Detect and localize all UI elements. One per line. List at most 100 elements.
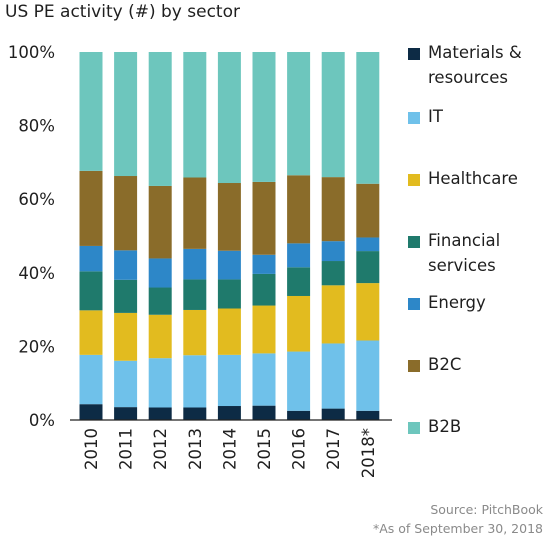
bar-segment xyxy=(148,52,172,186)
legend-swatch xyxy=(408,298,420,310)
bar-segment xyxy=(356,52,380,184)
x-tick-label: 2011 xyxy=(117,428,136,470)
bar-segment xyxy=(183,279,207,310)
bar-segment xyxy=(114,176,138,251)
legend-label: IT xyxy=(428,107,443,126)
bar-segment xyxy=(217,183,241,251)
legend-swatch xyxy=(408,422,420,434)
bar-segment xyxy=(183,309,207,356)
x-axis: 2010 2011 2012 2013 2014 2015 2016 2017 2018* xyxy=(82,428,378,478)
bar-segment xyxy=(356,237,380,252)
y-tick-label: 60% xyxy=(18,190,55,209)
legend-item: B2B xyxy=(408,417,461,439)
bar-segment xyxy=(183,248,207,280)
bar-segment xyxy=(356,183,380,238)
y-axis: 0% 20% 40% 60% 80% 100% xyxy=(8,43,55,430)
bar-segment xyxy=(114,279,138,313)
bar-segment xyxy=(217,406,241,420)
bar-segment xyxy=(114,250,138,280)
bar-segment xyxy=(114,360,138,408)
y-tick-label: 40% xyxy=(18,264,55,283)
bar-segment xyxy=(183,52,207,178)
bar-segment xyxy=(287,410,311,420)
bar-segment xyxy=(114,52,138,177)
bar-segment xyxy=(356,340,380,411)
bar-segment xyxy=(79,170,103,246)
bar-segment xyxy=(217,279,241,309)
legend-item: B2C xyxy=(408,355,461,377)
source-note: Source: PitchBook xyxy=(430,502,543,517)
legend-swatch xyxy=(408,112,420,124)
bar-segment xyxy=(252,273,276,306)
bar-segment xyxy=(148,407,172,420)
legend-label: B2B xyxy=(428,417,462,436)
bar-segment xyxy=(79,271,103,311)
chart-title: US PE activity (#) by sector xyxy=(5,2,240,22)
bar-segment xyxy=(356,410,380,420)
legend-label: Healthcare xyxy=(428,169,518,188)
footnote: *As of September 30, 2018 xyxy=(372,521,543,536)
bar-segment xyxy=(79,404,103,420)
bar-segment xyxy=(321,261,345,286)
bar-segment xyxy=(148,258,172,288)
bar-segment xyxy=(287,243,311,268)
bar-segment xyxy=(79,354,103,405)
x-tick-label: 2015 xyxy=(255,428,274,470)
x-tick-label: 2013 xyxy=(186,428,205,470)
legend-swatch xyxy=(408,48,420,60)
bar-segment xyxy=(79,52,103,171)
x-tick-label: 2010 xyxy=(82,428,101,470)
legend-item: Materials & resources xyxy=(408,43,522,90)
legend-label: B2C xyxy=(428,355,462,374)
bar-segment xyxy=(287,175,311,244)
x-tick-label: 2012 xyxy=(151,428,170,470)
bar-segment xyxy=(148,314,172,359)
legend-item: Energy xyxy=(408,293,486,315)
bar-segment xyxy=(252,405,276,420)
bar-segment xyxy=(148,185,172,259)
legend-item: Financial services xyxy=(408,231,500,278)
bar-segment xyxy=(356,283,380,341)
bar-segment xyxy=(321,408,345,420)
bar-segment xyxy=(252,353,276,406)
legend-swatch xyxy=(408,174,420,186)
bar-segment xyxy=(217,250,241,280)
bar-segment xyxy=(287,295,311,352)
bar-segment xyxy=(287,267,311,296)
bar-segment xyxy=(356,251,380,284)
bar-segment xyxy=(321,343,345,409)
legend-swatch xyxy=(408,360,420,372)
bar-segment xyxy=(217,52,241,184)
y-tick-label: 80% xyxy=(18,117,55,136)
x-tick-label: 2017 xyxy=(324,428,343,470)
bar-segment xyxy=(183,407,207,420)
x-tick-label: 2016 xyxy=(290,428,309,470)
bar-segment xyxy=(321,285,345,344)
y-tick-label: 100% xyxy=(8,43,55,62)
x-tick-label: 2014 xyxy=(220,428,239,470)
bar-segment xyxy=(114,407,138,420)
y-tick-label: 0% xyxy=(29,411,55,430)
legend-item: Healthcare xyxy=(408,169,518,191)
legend-swatch xyxy=(408,236,420,248)
bar-segment xyxy=(79,245,103,272)
bar-segment xyxy=(252,52,276,182)
x-tick-label: 2018* xyxy=(359,428,378,478)
bar-segment xyxy=(183,177,207,249)
bar-segment xyxy=(287,351,311,411)
legend-label: Financial services xyxy=(428,231,501,275)
bar-segment xyxy=(114,312,138,361)
bar-segment xyxy=(321,52,345,178)
bar-segment xyxy=(183,355,207,408)
bar-segment xyxy=(321,241,345,262)
bar-segment xyxy=(321,177,345,242)
bar-segment xyxy=(287,52,311,176)
bar-segment xyxy=(217,308,241,355)
bar-segment xyxy=(252,254,276,274)
bar-segment xyxy=(148,358,172,408)
bar-segment xyxy=(217,354,241,407)
bar-segment xyxy=(252,181,276,255)
y-tick-label: 20% xyxy=(18,337,55,356)
bar-segment xyxy=(79,310,103,355)
